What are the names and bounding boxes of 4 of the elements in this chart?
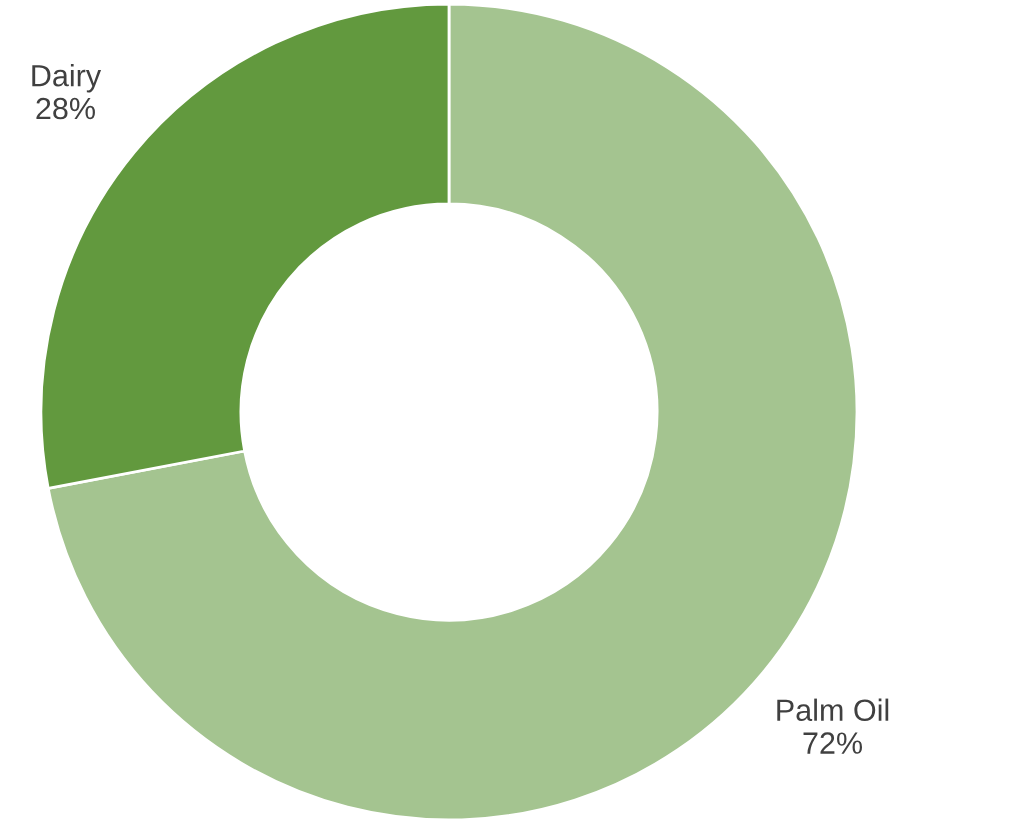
slice-label: Palm Oil — [777, 698, 889, 722]
data-label: 28% — [36, 97, 95, 120]
data-label: 72% — [803, 732, 863, 754]
slice-label: Dairy — [32, 64, 102, 93]
